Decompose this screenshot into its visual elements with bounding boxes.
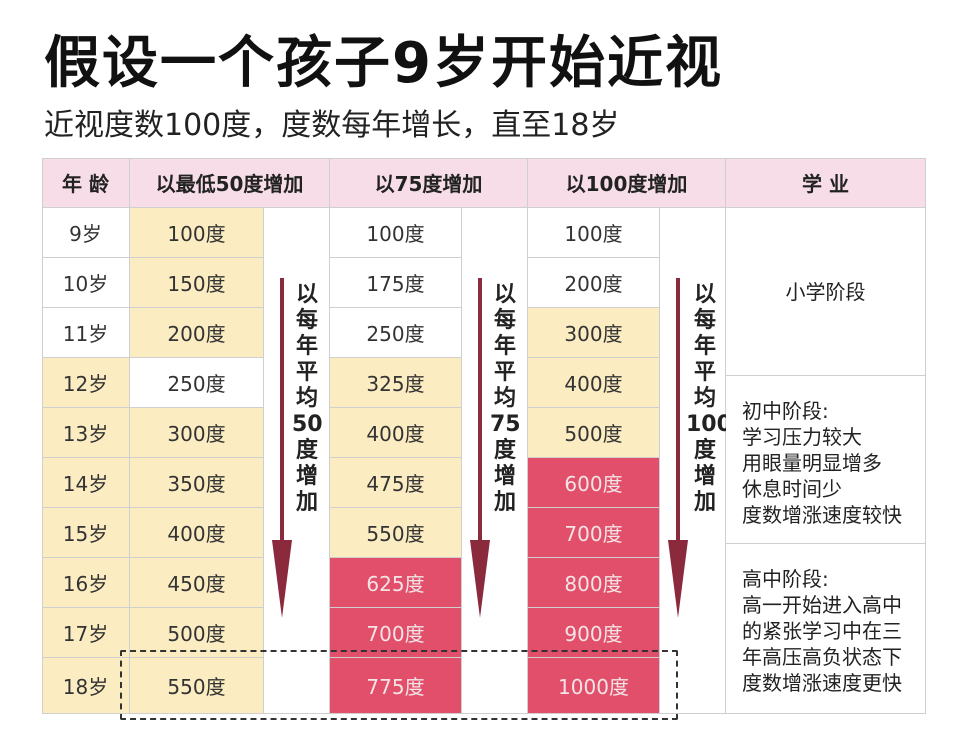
degree-75-cell: 400度 (330, 408, 462, 458)
age-cell: 14岁 (42, 458, 130, 508)
degree-75-cell: 550度 (330, 508, 462, 558)
age-cell: 18岁 (42, 658, 130, 714)
arrow-column-50: 以每年平均 50 度增加 (264, 208, 330, 714)
study-line: 度数增涨速度更快 (742, 671, 902, 695)
down-arrow-icon (272, 278, 292, 618)
arrow-char: 加 (295, 490, 318, 515)
study-line: 度数增涨速度较快 (742, 503, 902, 527)
study-line: 高中阶段: (742, 567, 829, 591)
arrow-column-100: 以每年平均 100 度增加 (660, 208, 732, 714)
degree-75-cell: 100度 (330, 208, 462, 258)
degree-50-cell: 150度 (130, 258, 264, 308)
age-cell: 11岁 (42, 308, 130, 358)
degree-50-cell: 200度 (130, 308, 264, 358)
degree-75-cell: 250度 (330, 308, 462, 358)
age-cell: 13岁 (42, 408, 130, 458)
arrow-char: 每 (693, 308, 716, 333)
degree-100-cell: 200度 (528, 258, 660, 308)
header-min50: 以最低50度增加 (130, 158, 330, 208)
degree-50-cell: 500度 (130, 608, 264, 658)
page-subtitle: 近视度数100度，度数每年增长，直至18岁 (44, 108, 620, 143)
degree-100-cell: 400度 (528, 358, 660, 408)
arrow-char: 以 (693, 282, 716, 307)
arrow-char: 增 (493, 464, 516, 489)
arrow-char: 度 (693, 438, 716, 463)
study-high: 高中阶段: 高一开始进入高中 的紧张学习中在三 年高压高负状态下 度数增涨速度更快 (726, 544, 926, 714)
arrow-char: 增 (693, 464, 716, 489)
degree-100-cell: 100度 (528, 208, 660, 258)
degree-100-cell: 900度 (528, 608, 660, 658)
study-line: 年高压高负状态下 (742, 645, 902, 669)
degree-50-cell: 100度 (130, 208, 264, 258)
arrow-char: 度 (493, 438, 516, 463)
degree-50-cell: 250度 (130, 358, 264, 408)
degree-50-cell: 350度 (130, 458, 264, 508)
header-inc75: 以75度增加 (330, 158, 528, 208)
degree-100-cell: 300度 (528, 308, 660, 358)
arrow-char: 增 (295, 464, 318, 489)
study-middle: 初中阶段: 学习压力较大 用眼量明显增多 休息时间少 度数增涨速度较快 (726, 376, 926, 544)
header-study: 学 业 (726, 158, 926, 208)
arrow-char: 以 (493, 282, 516, 307)
degree-75-cell: 625度 (330, 558, 462, 608)
arrow-char: 50 (292, 412, 323, 437)
degree-75-cell: 175度 (330, 258, 462, 308)
arrow-char: 均 (693, 386, 716, 411)
header-age: 年 龄 (42, 158, 130, 208)
age-cell: 10岁 (42, 258, 130, 308)
arrow-char: 平 (493, 360, 516, 385)
degree-50-cell: 300度 (130, 408, 264, 458)
arrow-char: 均 (295, 386, 318, 411)
arrow-char: 平 (295, 360, 318, 385)
arrow-char: 年 (693, 334, 716, 359)
arrow-char: 以 (295, 282, 318, 307)
arrow-char: 年 (493, 334, 516, 359)
arrow-label-50: 以每年平均 50 度增加 (292, 282, 323, 516)
degree-100-cell: 800度 (528, 558, 660, 608)
age-cell: 17岁 (42, 608, 130, 658)
degree-50-cell: 400度 (130, 508, 264, 558)
study-line: 用眼量明显增多 (742, 451, 882, 475)
degree-75-cell: 325度 (330, 358, 462, 408)
study-line: 高一开始进入高中 (742, 593, 902, 617)
arrow-char: 加 (493, 490, 516, 515)
arrow-char: 75 (490, 412, 521, 437)
degree-100-cell: 500度 (528, 408, 660, 458)
arrow-label-75: 以每年平均 75 度增加 (490, 282, 521, 516)
myopia-table: 年 龄 以最低50度增加 以75度增加 以100度增加 学 业 9岁 100度 10… (42, 158, 926, 714)
age-cell: 16岁 (42, 558, 130, 608)
down-arrow-icon (470, 278, 490, 618)
degree-75-cell: 775度 (330, 658, 462, 714)
arrow-char: 100 (686, 412, 732, 437)
degree-100-cell: 600度 (528, 458, 660, 508)
arrow-char: 每 (295, 308, 318, 333)
degree-100-cell: 700度 (528, 508, 660, 558)
arrow-char: 年 (295, 334, 318, 359)
arrow-char: 度 (295, 438, 318, 463)
degree-50-cell: 550度 (130, 658, 264, 714)
arrow-char: 平 (693, 360, 716, 385)
age-cell: 15岁 (42, 508, 130, 558)
study-line: 休息时间少 (742, 477, 842, 501)
study-primary: 小学阶段 (726, 208, 926, 376)
degree-100-cell: 1000度 (528, 658, 660, 714)
study-line: 初中阶段: (742, 399, 829, 423)
arrow-label-100: 以每年平均 100 度增加 (686, 282, 732, 516)
page-title: 假设一个孩子9岁开始近视 (44, 31, 723, 96)
arrow-char: 加 (693, 490, 716, 515)
degree-50-cell: 450度 (130, 558, 264, 608)
study-line: 学习压力较大 (742, 425, 862, 449)
age-cell: 9岁 (42, 208, 130, 258)
study-primary-text: 小学阶段 (785, 279, 866, 304)
down-arrow-icon (668, 278, 688, 618)
arrow-char: 均 (493, 386, 516, 411)
degree-75-cell: 475度 (330, 458, 462, 508)
arrow-column-75: 以每年平均 75 度增加 (462, 208, 528, 714)
study-line: 的紧张学习中在三 (742, 619, 902, 643)
header-inc100: 以100度增加 (528, 158, 726, 208)
age-cell: 12岁 (42, 358, 130, 408)
degree-75-cell: 700度 (330, 608, 462, 658)
arrow-char: 每 (493, 308, 516, 333)
